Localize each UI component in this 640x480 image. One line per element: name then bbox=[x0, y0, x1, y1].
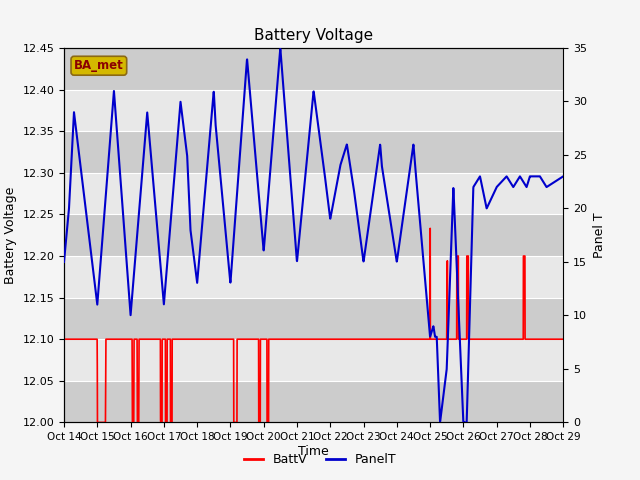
Bar bbox=[64, 298, 563, 339]
Y-axis label: Panel T: Panel T bbox=[593, 212, 605, 258]
Bar bbox=[64, 256, 563, 298]
Bar bbox=[64, 381, 563, 422]
Bar bbox=[64, 131, 563, 173]
Bar bbox=[64, 215, 563, 256]
Bar bbox=[64, 173, 563, 215]
Bar bbox=[64, 48, 563, 90]
Legend: BattV, PanelT: BattV, PanelT bbox=[239, 448, 401, 471]
Title: Battery Voltage: Battery Voltage bbox=[254, 28, 373, 43]
Bar bbox=[64, 339, 563, 381]
Y-axis label: Battery Voltage: Battery Voltage bbox=[4, 187, 17, 284]
Bar bbox=[64, 90, 563, 131]
X-axis label: Time: Time bbox=[298, 445, 329, 458]
Text: BA_met: BA_met bbox=[74, 59, 124, 72]
